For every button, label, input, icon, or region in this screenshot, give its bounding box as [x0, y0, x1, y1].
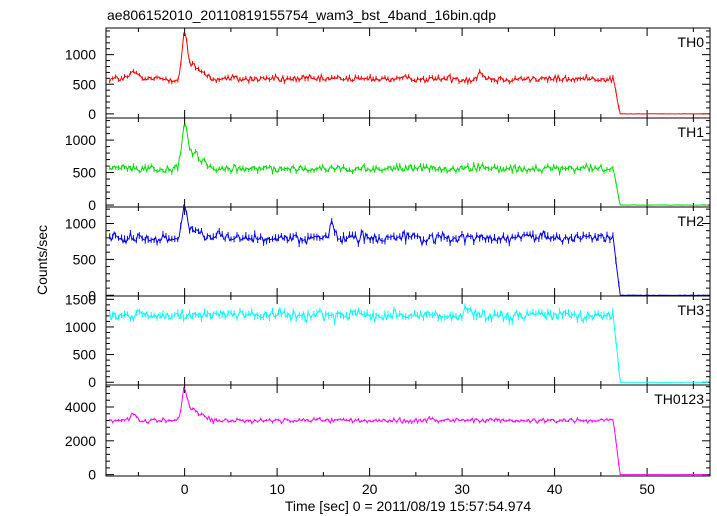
series-line-th0 — [109, 33, 709, 115]
y-tick-label: 0 — [88, 467, 96, 483]
x-tick-label: 50 — [639, 481, 655, 497]
x-tick-label: 30 — [454, 481, 470, 497]
panel-name-th0123: TH0123 — [654, 391, 704, 407]
y-tick-label: 1500 — [65, 291, 96, 307]
x-tick-label: 20 — [362, 481, 378, 497]
chart-title: ae806152010_20110819155754_wam3_bst_4ban… — [107, 7, 496, 23]
panels-layer: 0 500 1000 TH0 0 500 1000 TH1 0 500 1000 TH2 0 500 100… — [65, 27, 711, 483]
y-tick-label: 500 — [73, 76, 97, 92]
panel-3: 0 500 1000 1500 TH3 — [65, 291, 711, 390]
panel-2: 0 500 1000 TH2 — [65, 204, 711, 303]
panel-0: 0 500 1000 TH0 — [65, 27, 711, 122]
y-tick-label: 0 — [88, 287, 96, 303]
x-axis-label: Time [sec] 0 = 2011/08/19 15:57:54.974 — [285, 498, 532, 514]
x-tick-label: 0 — [181, 481, 189, 497]
y-tick-label: 0 — [88, 197, 96, 213]
panel-name-th2: TH2 — [678, 213, 705, 229]
y-tick-label: 2000 — [65, 433, 96, 449]
y-tick-label: 1000 — [65, 132, 96, 148]
y-tick-label: 0 — [88, 374, 96, 390]
y-tick-label: 1000 — [65, 47, 96, 63]
panel-frame — [105, 384, 711, 477]
panel-name-th3: TH3 — [678, 302, 705, 318]
panel-name-th1: TH1 — [678, 124, 705, 140]
y-axis-label: Counts/sec — [34, 225, 50, 295]
y-tick-label: 500 — [73, 165, 97, 181]
y-tick-label: 1000 — [65, 216, 96, 232]
y-tick-label: 0 — [88, 106, 96, 122]
panel-frame — [105, 27, 711, 119]
panel-1: 0 500 1000 TH1 — [65, 117, 711, 213]
x-tick-label: 10 — [269, 481, 285, 497]
y-tick-label: 500 — [73, 251, 97, 267]
panel-name-th0: TH0 — [678, 34, 705, 50]
series-line-th1 — [109, 123, 709, 206]
y-tick-label: 1000 — [65, 319, 96, 335]
panel-4: 0 2000 4000 TH0123 — [65, 384, 711, 483]
y-tick-label: 4000 — [65, 399, 96, 415]
panel-frame — [105, 117, 711, 208]
series-line-th3 — [109, 305, 709, 383]
series-line-th0123 — [109, 387, 709, 476]
series-line-th2 — [109, 206, 709, 296]
panel-frame — [105, 206, 711, 297]
y-tick-label: 500 — [73, 347, 97, 363]
x-tick-label: 40 — [547, 481, 563, 497]
